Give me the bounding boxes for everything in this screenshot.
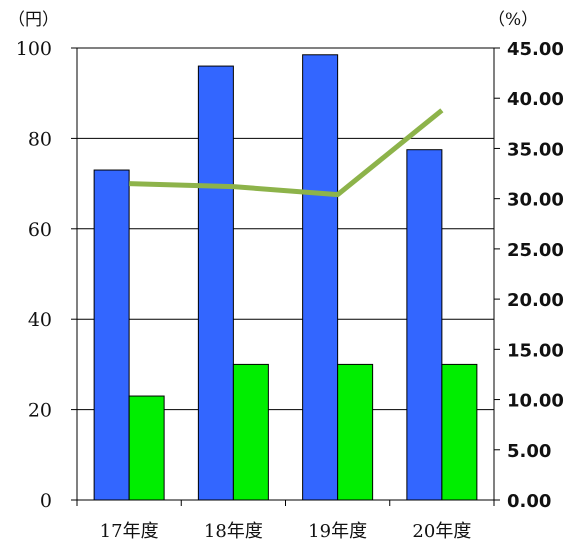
bar-blue — [302, 54, 339, 501]
left-tick-label: 60 — [28, 219, 52, 241]
right-tick-label: 40.00 — [507, 89, 564, 110]
axes: 0 20 40 60 80 100 0.00 5.00 10.00 15.00 20.00 25.00… — [16, 38, 564, 542]
line-series — [129, 108, 444, 198]
category-label: 19年度 — [308, 521, 367, 542]
left-axis-unit: （円） — [8, 10, 59, 30]
left-tick-label: 40 — [28, 309, 52, 331]
bar-blue — [197, 65, 234, 501]
right-tick-label: 30.00 — [507, 190, 564, 211]
left-tick-label: 0 — [40, 490, 52, 512]
left-tick-label: 80 — [28, 128, 52, 150]
right-tick-label: 0.00 — [507, 491, 551, 512]
bar-green — [232, 363, 269, 501]
bar-blue — [93, 169, 130, 501]
line-series-path — [129, 108, 444, 198]
right-tick-label: 15.00 — [507, 340, 564, 361]
right-tick-label: 45.00 — [507, 39, 564, 60]
bar-green — [337, 363, 374, 501]
bar-series — [93, 54, 478, 501]
bar-green — [128, 395, 165, 501]
left-tick-label: 100 — [16, 38, 52, 60]
category-label: 17年度 — [100, 521, 159, 542]
right-tick-label: 10.00 — [507, 391, 564, 412]
bar-blue — [406, 149, 443, 501]
category-label: 18年度 — [204, 521, 263, 542]
right-tick-label: 35.00 — [507, 139, 564, 160]
bar-green — [441, 363, 478, 501]
category-label: 20年度 — [412, 521, 471, 542]
right-tick-label: 20.00 — [507, 290, 564, 311]
right-tick-label: 25.00 — [507, 240, 564, 261]
left-tick-label: 20 — [28, 400, 52, 422]
axis-labels: （円） （%） — [8, 10, 538, 30]
right-tick-label: 5.00 — [507, 441, 551, 462]
right-axis-unit: （%） — [488, 10, 538, 30]
